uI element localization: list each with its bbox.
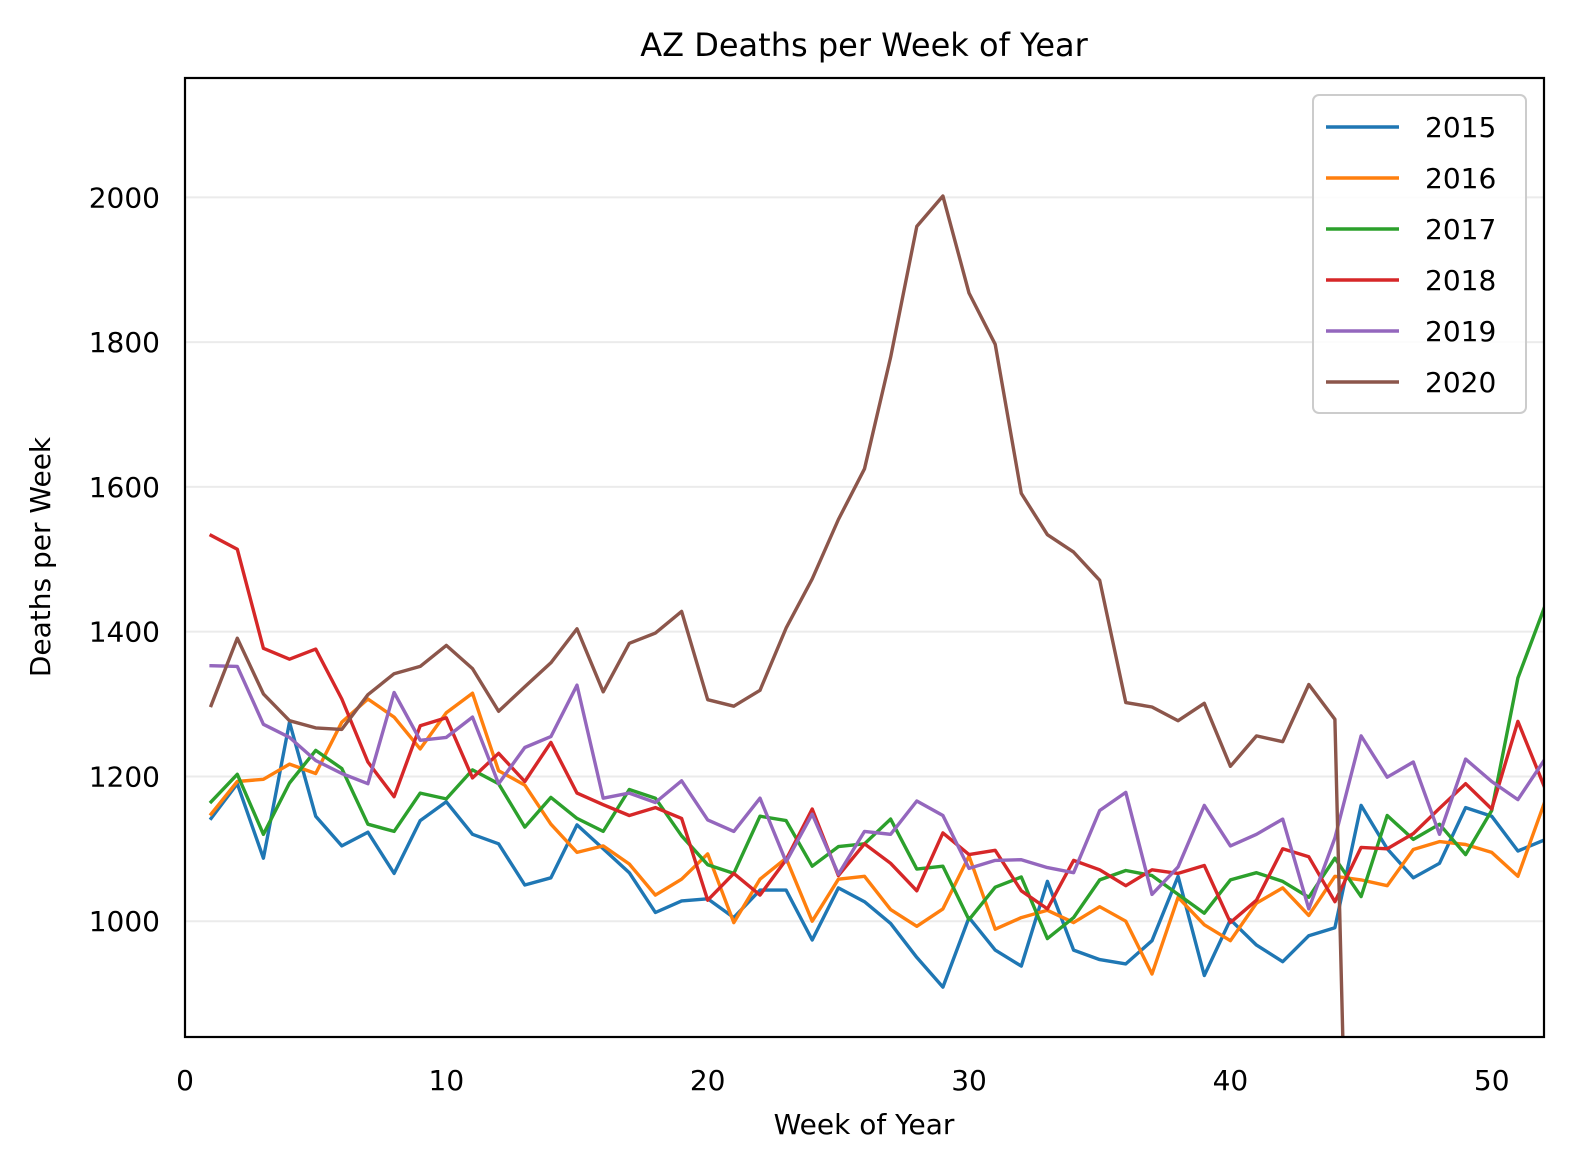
y-axis-label: Deaths per Week — [24, 436, 57, 677]
x-axis-ticks: 0 10 20 30 40 50 — [176, 1064, 1509, 1097]
series-lines — [208, 194, 1544, 1037]
legend-label-2020: 2020 — [1425, 366, 1496, 399]
legend: 2015 2016 2017 2018 2019 2020 — [1312, 94, 1527, 414]
chart-title: AZ Deaths per Week of Year — [640, 26, 1088, 64]
series-line-2016 — [208, 691, 1544, 976]
series-line-2020 — [208, 194, 1345, 1037]
x-tick-label: 0 — [176, 1064, 194, 1097]
y-tick-label: 1200 — [89, 760, 160, 793]
legend-label-2017: 2017 — [1425, 213, 1496, 246]
y-tick-label: 1400 — [89, 616, 160, 649]
y-tick-label: 1600 — [89, 471, 160, 504]
x-tick-label: 20 — [690, 1064, 726, 1097]
plot-frame — [183, 76, 1546, 1039]
series-line-2018 — [208, 533, 1544, 925]
legend-label-2016: 2016 — [1425, 162, 1496, 195]
legend-label-2019: 2019 — [1425, 315, 1496, 348]
y-tick-label: 2000 — [89, 181, 160, 214]
y-axis-ticks: 1000 1200 1400 1600 1800 2000 — [89, 181, 160, 938]
x-tick-label: 30 — [951, 1064, 987, 1097]
series-line-2015 — [208, 720, 1544, 989]
legend-label-2015: 2015 — [1425, 111, 1496, 144]
legend-box — [1312, 94, 1527, 414]
y-tick-label: 1800 — [89, 326, 160, 359]
legend-label-2018: 2018 — [1425, 264, 1496, 297]
y-tick-label: 1000 — [89, 905, 160, 938]
x-tick-label: 40 — [1213, 1064, 1249, 1097]
x-tick-label: 50 — [1474, 1064, 1510, 1097]
x-axis-label: Week of Year — [774, 1108, 955, 1141]
x-tick-label: 10 — [429, 1064, 465, 1097]
series-line-2019 — [209, 663, 1544, 911]
